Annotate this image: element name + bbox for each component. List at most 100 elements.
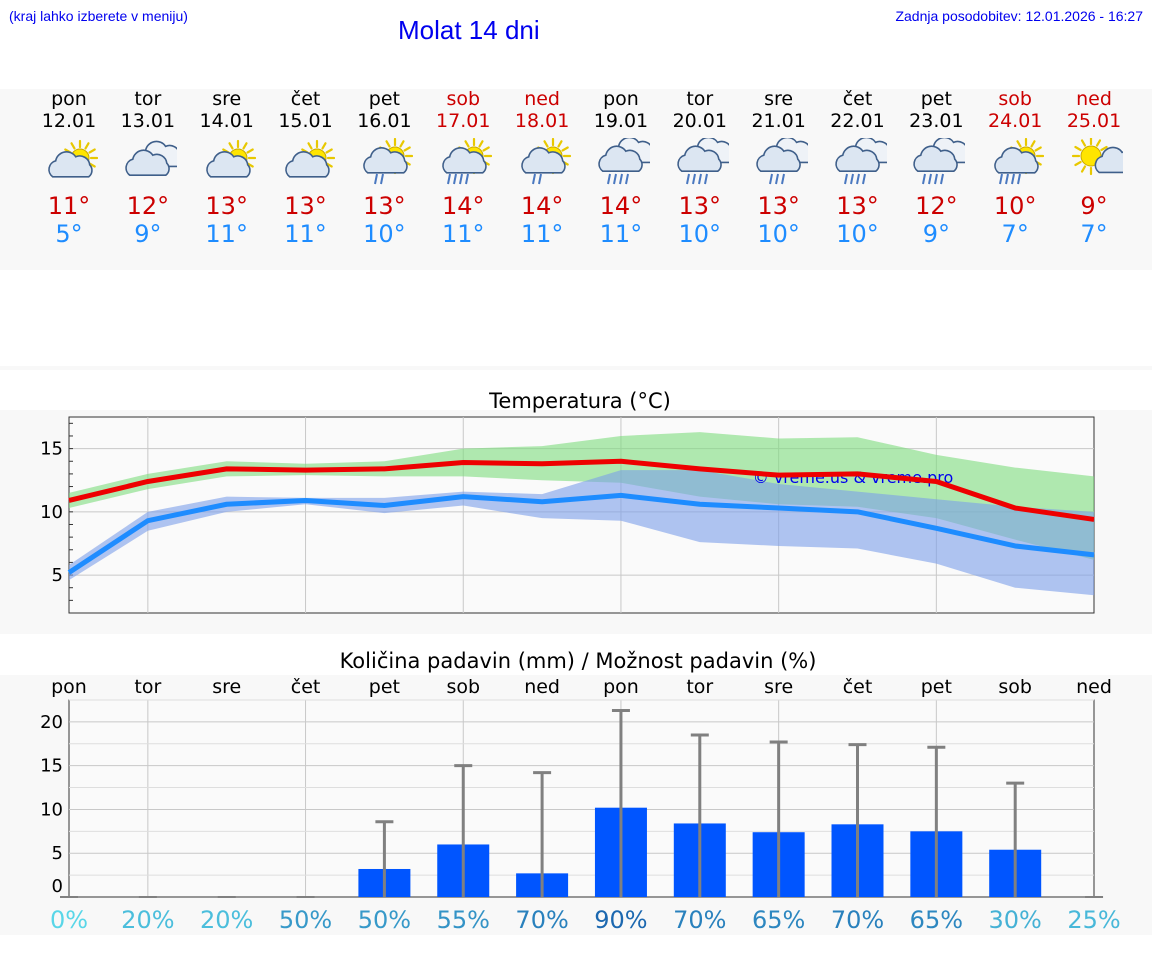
heavy-rain-icon	[913, 138, 966, 185]
day-name: sob	[446, 88, 481, 110]
y-tick-label: 5	[52, 565, 63, 586]
precipitation-probability: 70%	[673, 906, 726, 934]
y-tick-label: 20	[40, 712, 63, 733]
daily-forecast-strip: pon 12.01 11° 5° tor 13.01 12° 9° sre 14.01 13° 11°…	[0, 88, 1152, 253]
precipitation-probability: 90%	[594, 906, 647, 934]
precipitation-probability: 50%	[279, 906, 332, 934]
y-tick-label: 10	[40, 502, 63, 523]
precipitation-probability: 25%	[1067, 906, 1120, 934]
day-date: 21.01	[751, 110, 806, 132]
precipitation-probability: 65%	[910, 906, 963, 934]
day-name: čet	[842, 88, 873, 110]
day-column: pon 19.01 14° 11°	[581, 88, 661, 248]
day-date: 16.01	[357, 110, 412, 132]
y-tick-label: 15	[40, 439, 63, 460]
x-day-label: sob	[998, 676, 1032, 698]
day-column: ned 18.01 14° 11°	[502, 88, 582, 248]
day-name: pon	[603, 88, 639, 110]
x-day-label: pon	[603, 676, 639, 698]
cloudy-icon	[125, 140, 177, 176]
x-day-label: tor	[686, 676, 713, 698]
temp-min: 11°	[520, 220, 564, 248]
precipitation-probability: 55%	[437, 906, 490, 934]
temp-min: 10°	[678, 220, 722, 248]
day-name: ned	[524, 88, 560, 110]
day-name: pon	[51, 88, 87, 110]
rain-icon	[755, 138, 808, 185]
temp-min: 11°	[441, 220, 485, 248]
day-name: ned	[1076, 88, 1112, 110]
day-column: čet 22.01 13° 10°	[818, 88, 898, 248]
y-tick-label: 10	[40, 799, 63, 820]
day-date: 20.01	[672, 110, 727, 132]
day-name: čet	[290, 88, 321, 110]
x-day-label: čet	[291, 676, 321, 698]
day-name: sre	[212, 88, 242, 110]
day-column: ned 25.01 9° 7°	[1054, 88, 1134, 248]
last-update-text: Zadnja posodobitev: 12.01.2026 - 16:27	[895, 8, 1143, 24]
day-name: sre	[764, 88, 794, 110]
y-tick-label: 5	[52, 843, 63, 864]
day-column: sob 17.01 14° 11°	[423, 88, 503, 248]
day-column: sob 24.01 10° 7°	[975, 88, 1055, 248]
x-day-label: pon	[51, 676, 87, 698]
precipitation-chart: Količina padavin (mm) / Možnost padavin …	[40, 649, 1121, 934]
temp-max: 13°	[205, 192, 248, 220]
sunny-cloud-icon	[1071, 138, 1124, 176]
temp-max: 13°	[836, 192, 879, 220]
temp-min: 10°	[757, 220, 800, 248]
page-title: Molat 14 dni	[398, 15, 540, 45]
day-name: pet	[368, 88, 400, 110]
day-date: 23.01	[909, 110, 964, 132]
day-date: 17.01	[436, 110, 491, 132]
temp-max: 13°	[363, 192, 406, 220]
temp-max: 11°	[47, 192, 91, 220]
day-column: sre 21.01 13° 10°	[739, 88, 819, 248]
day-date: 13.01	[120, 110, 176, 132]
partly-cloudy-icon	[205, 139, 256, 178]
temp-min: 7°	[1080, 220, 1108, 248]
x-day-label: tor	[134, 676, 161, 698]
heavy-rain-icon	[598, 138, 650, 185]
day-name: tor	[134, 88, 162, 110]
day-date: 15.01	[278, 110, 333, 132]
temp-min: 11°	[599, 220, 643, 248]
temp-min: 11°	[205, 220, 248, 248]
temp-min: 5°	[55, 220, 83, 248]
sun-heavy-rain-icon	[994, 138, 1045, 185]
heavy-rain-icon	[834, 138, 887, 185]
temp-max: 12°	[915, 192, 958, 220]
precipitation-probability: 0%	[50, 906, 88, 934]
day-column: čet 15.01 13° 11°	[266, 88, 346, 248]
temp-max: 10°	[993, 192, 1037, 220]
x-day-label: čet	[843, 676, 873, 698]
temp-min: 7°	[1001, 220, 1029, 248]
x-day-label: ned	[1076, 676, 1112, 698]
day-date: 18.01	[514, 110, 570, 132]
precipitation-probability: 65%	[752, 906, 805, 934]
x-day-label: sre	[764, 676, 793, 698]
temp-max: 14°	[441, 192, 485, 220]
day-column: pet 23.01 12° 9°	[896, 88, 976, 248]
precipitation-chart-title: Količina padavin (mm) / Možnost padavin …	[340, 649, 817, 673]
temp-max: 13°	[284, 192, 327, 220]
min-temperature-line	[67, 492, 1095, 575]
temp-min: 9°	[922, 220, 950, 248]
precipitation-probability: 20%	[200, 906, 253, 934]
forecast-strip-background	[0, 89, 1152, 270]
x-day-label: sob	[446, 676, 480, 698]
day-date: 22.01	[830, 110, 885, 132]
divider	[0, 366, 1152, 370]
max-temperature-line	[68, 458, 1095, 522]
x-day-label: pet	[921, 676, 952, 698]
partly-cloudy-icon	[48, 139, 98, 178]
x-day-label: ned	[524, 676, 560, 698]
temp-max: 14°	[520, 192, 564, 220]
temp-max: 13°	[678, 192, 722, 220]
precipitation-probability: 70%	[831, 906, 884, 934]
day-date: 25.01	[1066, 110, 1122, 132]
day-date: 14.01	[199, 110, 254, 132]
day-name: tor	[686, 88, 714, 110]
day-date: 19.01	[593, 110, 649, 132]
heavy-rain-icon	[677, 138, 729, 185]
